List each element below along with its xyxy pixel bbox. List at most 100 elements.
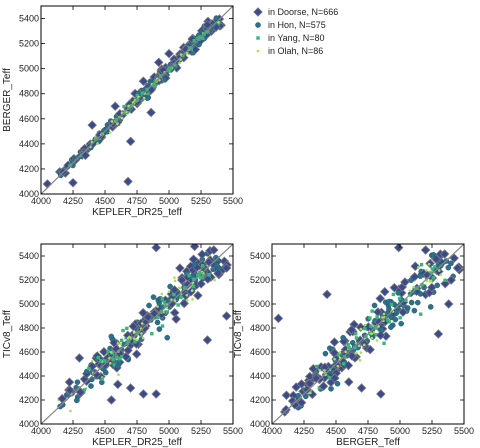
data-point — [448, 260, 454, 267]
data-point — [110, 120, 114, 123]
data-point — [318, 368, 322, 372]
data-point — [74, 353, 85, 363]
data-point — [354, 332, 358, 336]
data-point — [375, 315, 379, 319]
data-point — [158, 74, 163, 78]
x-tick-label: 5000 — [159, 426, 179, 436]
plot-area — [41, 244, 233, 424]
data-point — [198, 271, 202, 275]
data-point — [344, 377, 354, 387]
x-axis-label: KEPLER_DR25_teff — [92, 437, 182, 448]
data-point — [388, 314, 395, 321]
data-point — [419, 263, 424, 267]
data-point — [398, 316, 402, 320]
data-point — [452, 263, 463, 273]
data-point — [87, 366, 91, 371]
data-point — [153, 84, 157, 88]
data-point — [354, 336, 359, 340]
data-point — [408, 289, 412, 293]
data-point — [446, 275, 456, 285]
data-point — [420, 283, 424, 287]
data-point — [182, 286, 187, 290]
x-tick-label: 4250 — [63, 196, 83, 206]
data-point — [363, 323, 367, 327]
data-point — [420, 245, 431, 255]
data-point — [314, 364, 319, 369]
y-tick-label: 5400 — [250, 251, 270, 261]
data-point — [172, 292, 176, 297]
data-point — [344, 350, 348, 354]
data-point — [443, 299, 454, 309]
data-point — [207, 273, 211, 277]
data-point — [93, 137, 98, 141]
data-point — [177, 286, 181, 290]
data-point — [431, 254, 442, 264]
data-point — [185, 293, 189, 297]
data-point — [414, 299, 421, 306]
data-point — [175, 263, 185, 273]
data-point — [116, 342, 120, 345]
data-point — [135, 93, 139, 98]
data-point — [418, 312, 423, 316]
data-point — [337, 353, 341, 357]
data-point — [370, 332, 373, 336]
data-point — [132, 331, 136, 335]
data-point — [200, 275, 204, 280]
data-point — [192, 277, 196, 282]
data-point — [347, 351, 357, 361]
data-point — [146, 302, 152, 309]
data-point — [156, 315, 160, 320]
y-tick-label: 4400 — [250, 371, 270, 381]
y-tick-label: 5000 — [19, 64, 39, 74]
x-tick-label: 4000 — [31, 426, 51, 436]
data-point — [443, 278, 447, 282]
data-point — [106, 395, 117, 405]
data-point — [168, 66, 173, 70]
data-point — [138, 76, 149, 86]
data-point — [108, 362, 112, 365]
x-tick-label: 5250 — [191, 196, 211, 206]
data-point — [389, 282, 400, 293]
data-point — [427, 304, 434, 310]
x-tick-label: 4500 — [95, 196, 115, 206]
data-point — [156, 326, 163, 332]
data-point — [393, 244, 404, 253]
x-axis-label: BERGER_Teff — [336, 437, 400, 448]
data-point — [172, 63, 177, 67]
identity-line — [41, 244, 233, 424]
data-point — [440, 278, 450, 289]
data-point — [359, 327, 363, 331]
data-point — [100, 377, 104, 381]
legend-marker — [255, 22, 261, 28]
legend-marker — [253, 7, 263, 17]
data-point — [416, 265, 420, 269]
data-point — [382, 341, 386, 346]
data-point — [168, 69, 172, 73]
data-point — [357, 344, 361, 348]
data-point — [191, 298, 194, 301]
data-point — [179, 295, 183, 300]
data-point — [150, 332, 154, 336]
data-point — [171, 314, 181, 324]
data-point — [412, 285, 415, 289]
legend-marker — [256, 49, 260, 53]
y-tick-label: 5400 — [19, 14, 39, 24]
data-point — [290, 400, 300, 410]
data-point — [198, 275, 202, 280]
y-tick-label: 4800 — [19, 89, 39, 99]
data-point — [317, 386, 322, 390]
data-point — [73, 397, 80, 404]
data-point — [151, 389, 161, 399]
data-point — [153, 57, 164, 68]
data-point — [190, 289, 194, 293]
data-point — [82, 388, 87, 392]
data-point — [75, 387, 86, 397]
data-point — [146, 107, 156, 118]
data-point — [96, 356, 100, 360]
data-point — [333, 357, 336, 361]
data-point — [353, 345, 357, 350]
data-point — [109, 350, 113, 354]
data-point — [417, 273, 424, 279]
data-point — [116, 122, 119, 125]
data-point — [397, 296, 402, 301]
